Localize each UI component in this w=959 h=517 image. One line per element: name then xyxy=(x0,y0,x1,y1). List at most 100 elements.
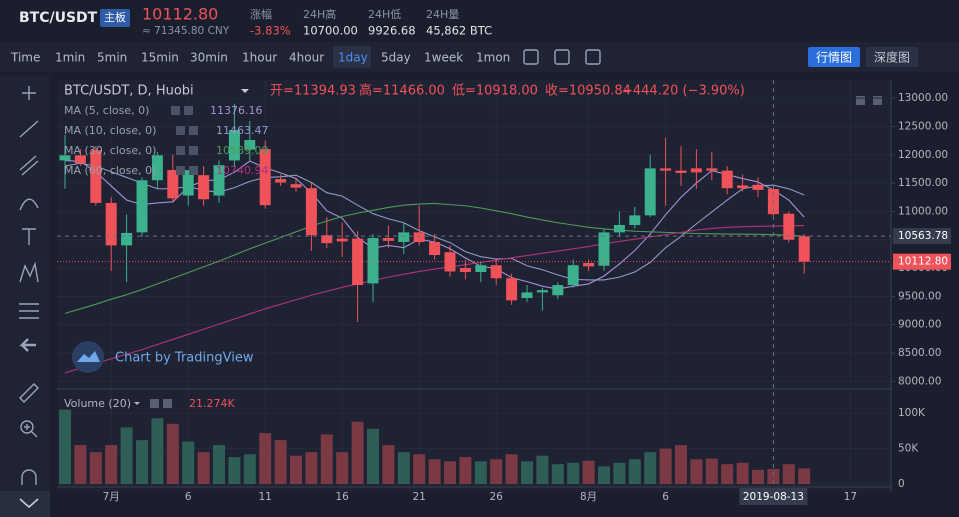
volume-bar xyxy=(444,461,456,484)
view-button[interactable] xyxy=(866,47,918,67)
volume-bar xyxy=(274,440,287,484)
volume-bar xyxy=(536,455,549,484)
candle-body xyxy=(629,215,641,226)
crosshair-price-label: 10563.78 xyxy=(898,230,948,242)
candle-body xyxy=(798,236,810,262)
volume-bar xyxy=(382,445,395,484)
volume-bar xyxy=(736,462,749,484)
interval[interactable]: 30min xyxy=(190,51,228,65)
ma-value: 11376.16 xyxy=(210,104,263,117)
x-tick-label: 8月 xyxy=(580,491,597,503)
volume-settings[interactable] xyxy=(150,399,159,408)
candle-body xyxy=(752,184,764,190)
interval[interactable]: Time xyxy=(10,51,40,65)
pane-button[interactable] xyxy=(856,96,865,105)
x-tick-label: 17 xyxy=(844,491,857,503)
interval[interactable]: 1day xyxy=(338,51,368,65)
volume-bar xyxy=(166,423,179,484)
x-tick-label: 7月 xyxy=(103,491,120,503)
y-tick-label: 8000.00 xyxy=(898,375,941,387)
ma-close[interactable] xyxy=(189,166,198,175)
candle-body xyxy=(182,170,194,196)
ma-settings[interactable] xyxy=(176,166,185,175)
header-bg xyxy=(0,0,959,40)
ma-settings[interactable] xyxy=(176,146,185,155)
tool-icon[interactable] xyxy=(523,49,539,65)
ma-name: MA (60, close, 0) xyxy=(64,164,156,177)
interval[interactable]: 5day xyxy=(381,51,411,65)
last-price-label: 10112.80 xyxy=(898,256,948,268)
y-tick-label: 11000.00 xyxy=(898,205,948,217)
volume-bar xyxy=(613,462,626,484)
icon-cross xyxy=(22,86,36,100)
y-tick-label: 9000.00 xyxy=(898,319,941,331)
icon-collapse xyxy=(19,498,39,509)
volume-close[interactable] xyxy=(163,399,172,408)
y-tick-label: 12500.00 xyxy=(898,120,948,132)
candle-body xyxy=(290,184,302,188)
interval[interactable]: 5min xyxy=(97,51,127,65)
ma-line xyxy=(64,225,805,374)
ohlc-label: 收=10950.84 xyxy=(545,84,631,99)
interval-active-bg xyxy=(333,46,371,68)
candle-body xyxy=(121,232,133,246)
candle-body xyxy=(583,262,595,267)
volume-bar xyxy=(59,409,71,484)
volume-bar xyxy=(675,445,687,484)
candle-body xyxy=(536,290,548,293)
candle-body xyxy=(259,149,271,206)
icon-zoom-plus xyxy=(24,424,38,438)
volume-bar xyxy=(151,418,164,484)
stat-value: 45,862 BTC xyxy=(426,24,492,38)
interval[interactable]: 1week xyxy=(424,51,463,65)
tool-icon[interactable] xyxy=(554,49,570,65)
volume-bar xyxy=(459,457,472,484)
ohlc-label: 低=10918.00 xyxy=(452,84,538,99)
ma-close[interactable] xyxy=(189,126,198,135)
interval[interactable]: 4hour xyxy=(289,51,324,65)
ma-settings[interactable] xyxy=(171,106,180,115)
candle-body xyxy=(521,292,533,299)
interval[interactable]: 15min xyxy=(141,51,179,65)
candle-body xyxy=(59,155,71,161)
view-button[interactable] xyxy=(808,47,860,67)
pane-button[interactable] xyxy=(873,96,882,105)
candle-body xyxy=(613,225,625,233)
volume-bar xyxy=(721,464,734,484)
interval[interactable]: 1min xyxy=(55,51,85,65)
interval[interactable]: 1mon xyxy=(476,51,510,65)
board-badge xyxy=(100,9,130,27)
icon-line xyxy=(19,120,39,138)
ma-close[interactable] xyxy=(189,146,198,155)
interval[interactable]: 1hour xyxy=(242,51,277,65)
candle-body xyxy=(706,168,718,171)
tool-icon[interactable] xyxy=(585,49,601,65)
toolbar-bg xyxy=(0,42,959,72)
candle-body xyxy=(567,265,579,286)
volume-bar xyxy=(243,454,256,484)
icon-text xyxy=(22,228,36,245)
watermark: Chart by TradingView xyxy=(115,351,254,366)
volume-bar xyxy=(182,441,195,484)
volume-bar xyxy=(120,427,133,484)
volume-bar xyxy=(336,452,349,484)
stat-label: 涨幅 xyxy=(250,8,272,21)
volume-bar xyxy=(582,460,595,484)
y-tick-label: 9500.00 xyxy=(898,290,941,302)
candle-body xyxy=(429,241,441,256)
icon-brush xyxy=(19,198,39,211)
candle-body xyxy=(74,155,86,164)
ma-close[interactable] xyxy=(184,106,193,115)
price: 10112.80 xyxy=(142,5,218,24)
candle-body xyxy=(552,285,564,296)
y-tick-label: 12000.00 xyxy=(898,149,948,161)
candle-body xyxy=(459,268,471,273)
stat-value: -3.83% xyxy=(250,24,291,38)
view-label: 深度图 xyxy=(874,50,910,65)
volume-bar xyxy=(505,454,518,484)
volume-bar xyxy=(320,434,333,484)
y-tick-label: 11500.00 xyxy=(898,177,948,189)
ohlc-label: 高=11466.00 xyxy=(359,83,445,99)
ma-settings[interactable] xyxy=(176,126,185,135)
candle-body xyxy=(228,130,240,161)
